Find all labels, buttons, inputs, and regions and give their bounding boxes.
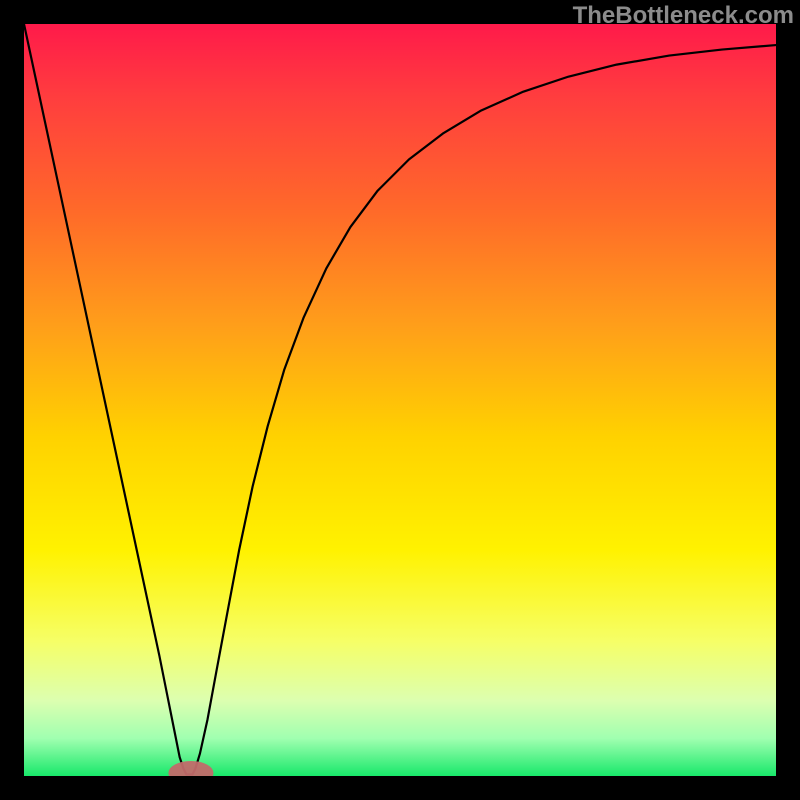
curve-path [24, 24, 776, 775]
bottleneck-curve [24, 24, 776, 776]
watermark-text: TheBottleneck.com [573, 2, 794, 30]
minimum-marker [168, 761, 213, 776]
bottleneck-chart: TheBottleneck.com [0, 0, 800, 800]
plot-area [24, 24, 776, 776]
